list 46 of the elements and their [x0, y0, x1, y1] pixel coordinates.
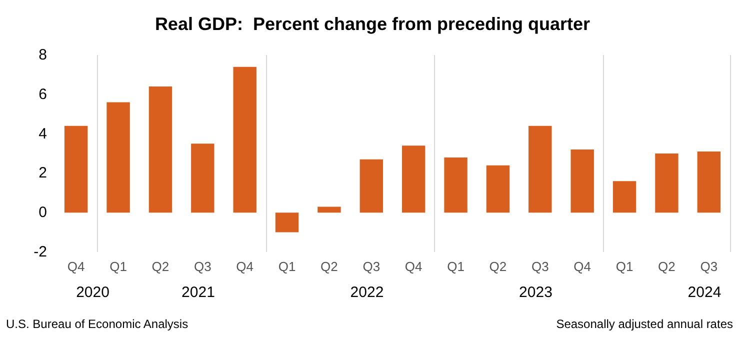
text: U.S. Bureau of Economic Analysis — [6, 317, 188, 331]
bar — [318, 206, 341, 213]
y-tick-label: -2 — [34, 244, 47, 260]
y-tick-label: 6 — [38, 86, 47, 103]
bar — [402, 146, 426, 213]
x-tick-label: Q4 — [236, 259, 254, 274]
bar — [233, 66, 256, 213]
text: 2020 — [76, 284, 110, 301]
x-tick-label: Q2 — [658, 259, 676, 274]
x-tick-label: Q2 — [320, 259, 338, 274]
text: 2023 — [519, 284, 552, 301]
x-tick-label: Q1 — [447, 259, 464, 274]
text: 2022 — [350, 284, 384, 301]
x-tick-label: Q3 — [362, 259, 380, 274]
bar — [106, 102, 130, 213]
bar — [275, 212, 299, 232]
bar — [360, 159, 384, 213]
x-tick-label: Q3 — [194, 259, 212, 274]
bar — [570, 150, 594, 213]
text: Seasonally adjusted annual rates — [556, 317, 733, 331]
x-tick-label: Q2 — [152, 259, 170, 274]
x-tick-label: Q1 — [616, 259, 634, 274]
x-tick-label: Q4 — [67, 259, 85, 274]
x-tick-label: Q4 — [574, 259, 592, 274]
x-tick-label: Q4 — [404, 259, 422, 274]
bar — [444, 157, 468, 213]
bar — [612, 181, 636, 213]
bar — [148, 86, 172, 213]
x-tick-label: Q3 — [700, 259, 718, 274]
text: 2024 — [688, 284, 722, 301]
bar — [528, 126, 552, 213]
x-tick-label: Q1 — [278, 259, 296, 274]
y-tick-label: 0 — [38, 204, 47, 222]
x-tick-label: Q1 — [110, 259, 127, 274]
y-tick-label: 2 — [38, 164, 47, 182]
bar — [697, 152, 721, 213]
x-tick-label: Q2 — [489, 259, 507, 274]
bar — [486, 165, 510, 213]
bar — [655, 154, 678, 213]
text: 2021 — [182, 284, 215, 301]
chart-title: Real GDP: Percent change from preceding quarter — [154, 14, 590, 34]
bar — [64, 126, 88, 213]
y-tick-label: 4 — [38, 125, 47, 142]
y-tick-label: 8 — [38, 46, 47, 64]
x-tick-label: Q3 — [531, 259, 549, 274]
bar — [191, 144, 214, 213]
